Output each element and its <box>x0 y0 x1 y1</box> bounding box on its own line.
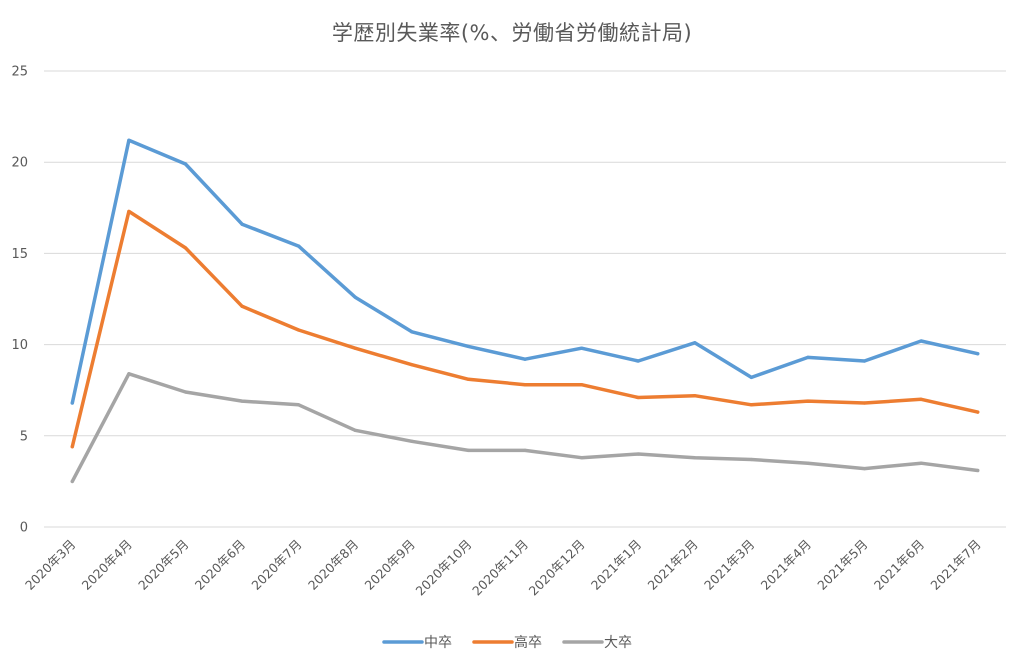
data-point <box>806 461 810 465</box>
data-point <box>579 383 584 387</box>
x-tick-label: 2020年12月 <box>526 537 588 599</box>
legend-label: 高卒 <box>514 634 542 651</box>
data-point <box>183 162 188 166</box>
data-point <box>410 330 414 334</box>
data-point <box>919 339 923 343</box>
data-point <box>466 344 471 349</box>
data-point <box>862 359 867 363</box>
data-point <box>749 403 753 407</box>
legend: 中卒 高卒 大卒 <box>382 634 632 651</box>
data-point <box>70 401 74 405</box>
x-tick-label: 2021年3月 <box>701 537 757 593</box>
legend-label: 大卒 <box>604 635 632 651</box>
x-axis-ticks: 2020年3月 2020年4月 2020年5月 2020年6月 2020年7月 2020年… <box>22 537 984 599</box>
data-point <box>636 395 640 400</box>
data-point <box>636 359 640 363</box>
data-point <box>862 467 867 471</box>
x-tick-label: 2020年8月 <box>305 537 361 593</box>
series-line-2 <box>70 372 980 484</box>
data-point <box>297 328 301 332</box>
x-tick-label: 2021年7月 <box>927 537 983 593</box>
legend-label: 中卒 <box>424 635 452 651</box>
series-lines <box>70 138 980 484</box>
x-tick-label: 2021年2月 <box>644 537 700 593</box>
data-point <box>919 397 923 401</box>
x-tick-label: 2021年4月 <box>758 537 814 593</box>
x-tick-label: 2020年7月 <box>248 537 304 593</box>
x-tick-label: 2020年10月 <box>413 537 475 599</box>
x-tick-label: 2020年11月 <box>469 537 531 599</box>
data-point <box>353 346 357 350</box>
y-tick-label: 10 <box>11 338 28 353</box>
gridlines <box>44 70 1006 528</box>
chart-title: 学歴別失業率(%、労働省労働統計局) <box>332 21 692 45</box>
x-tick-label: 2021年5月 <box>814 537 870 593</box>
data-point <box>240 222 244 226</box>
data-point <box>523 448 527 452</box>
data-point <box>579 456 584 460</box>
y-tick-label: 20 <box>11 156 28 171</box>
data-point <box>693 394 697 398</box>
data-point <box>127 138 131 142</box>
y-tick-label: 15 <box>11 247 28 262</box>
data-point <box>976 468 980 473</box>
data-point <box>240 304 244 308</box>
y-tick-label: 25 <box>11 65 28 80</box>
y-axis-ticks: 0 5 10 15 20 25 <box>11 65 28 536</box>
data-point <box>806 355 810 359</box>
data-point <box>297 403 301 407</box>
y-tick-label: 0 <box>20 521 28 536</box>
y-tick-label: 5 <box>20 429 28 444</box>
x-tick-label: 2020年6月 <box>192 537 248 593</box>
x-tick-label: 2021年6月 <box>871 537 927 593</box>
data-point <box>579 346 584 350</box>
data-point <box>523 357 527 361</box>
data-point <box>410 439 414 443</box>
data-point <box>636 452 640 456</box>
data-point <box>70 445 74 449</box>
data-point <box>749 375 753 380</box>
data-point <box>127 372 131 376</box>
data-point <box>976 410 980 414</box>
data-point <box>353 428 357 432</box>
x-tick-label: 2021年1月 <box>588 537 644 593</box>
data-point <box>466 448 471 452</box>
data-point <box>240 399 244 403</box>
data-point <box>862 401 867 405</box>
data-point <box>693 456 697 460</box>
data-point <box>410 363 414 367</box>
data-point <box>976 352 980 356</box>
data-point <box>806 399 810 403</box>
x-tick-label: 2020年9月 <box>362 537 418 593</box>
data-point <box>183 390 188 394</box>
x-tick-label: 2020年5月 <box>135 537 191 593</box>
data-point <box>523 383 527 387</box>
data-point <box>693 341 697 345</box>
data-point <box>297 244 301 248</box>
data-point <box>749 457 753 462</box>
data-point <box>466 377 471 381</box>
data-point <box>70 479 74 483</box>
data-point <box>127 209 131 214</box>
data-point <box>353 295 357 299</box>
data-point <box>183 246 188 250</box>
x-tick-label: 2020年3月 <box>22 537 78 593</box>
series-line-1 <box>70 209 980 449</box>
x-tick-label: 2020年4月 <box>79 537 135 593</box>
data-point <box>919 461 923 465</box>
